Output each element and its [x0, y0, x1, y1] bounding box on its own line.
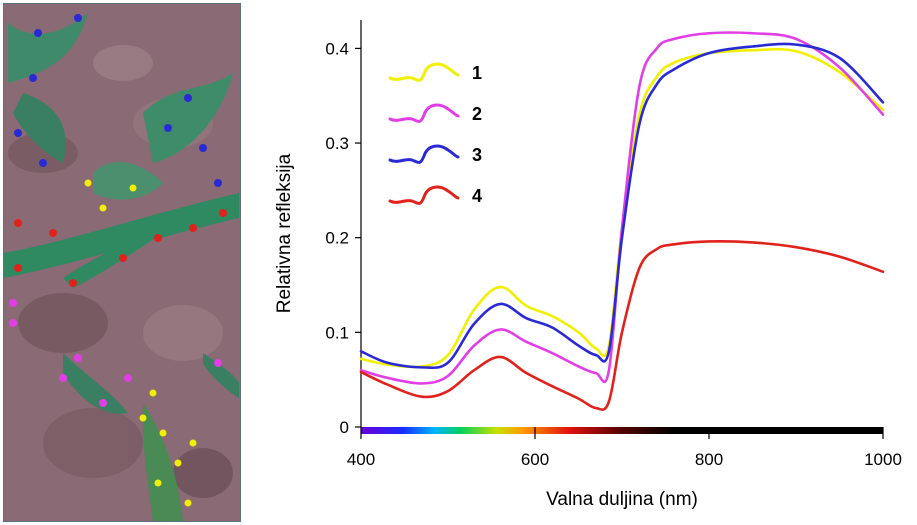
- y-tick-label: 0.1: [325, 323, 349, 342]
- x-tick-label: 600: [521, 450, 549, 469]
- legend: 1 2 3 4: [388, 62, 482, 206]
- legend-swatch-1: [388, 62, 460, 82]
- legend-swatch-3: [388, 144, 460, 164]
- series-2-line: [359, 31, 885, 385]
- field-photo: [3, 3, 241, 522]
- marker-dots: [9, 14, 227, 507]
- x-axis-label: Valna duljina (nm): [546, 489, 698, 510]
- plant-leaves: [3, 13, 239, 522]
- x-tick-label: 1000: [864, 450, 902, 469]
- y-tick-label: 0: [340, 418, 349, 437]
- series-1-line: [359, 47, 885, 369]
- x-tick-label: 400: [347, 450, 375, 469]
- series-4-line: [359, 240, 885, 411]
- tick-labels: 0 0.1 0.2 0.3 0.4 400 600 800 1000: [325, 39, 902, 469]
- y-axis-label: Relativna refleksija: [274, 153, 295, 313]
- legend-swatch-2: [388, 103, 460, 123]
- legend-label-2: 2: [472, 104, 482, 124]
- series-3-line: [359, 42, 885, 370]
- spectrum-bar: [361, 427, 883, 434]
- x-tick-label: 800: [695, 450, 723, 469]
- y-tick-label: 0.2: [325, 229, 349, 248]
- legend-label-1: 1: [472, 63, 482, 83]
- y-tick-label: 0.4: [325, 39, 349, 58]
- reflectance-chart: 0 0.1 0.2 0.3 0.4 400 600 800 1000 Valna duljina…: [274, 20, 902, 510]
- legend-label-3: 3: [472, 145, 482, 165]
- series-lines: [359, 31, 885, 411]
- legend-label-4: 4: [472, 186, 482, 206]
- legend-swatch-4: [388, 185, 460, 205]
- y-tick-label: 0.3: [325, 134, 349, 153]
